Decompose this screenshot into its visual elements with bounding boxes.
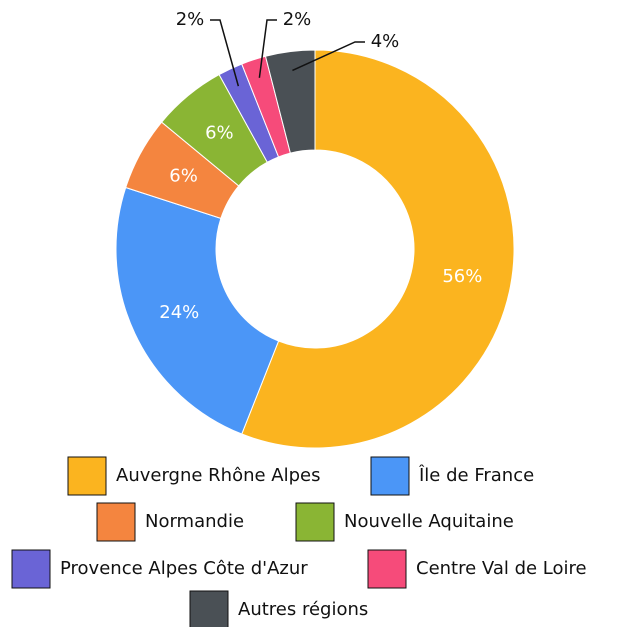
legend-label: Île de France xyxy=(418,464,534,486)
donut-segment xyxy=(264,49,316,154)
value-label: 4% xyxy=(371,31,400,52)
leader-line xyxy=(210,19,240,87)
legend-swatch xyxy=(295,502,335,542)
legend-label: Nouvelle Aquitaine xyxy=(344,511,514,532)
legend-swatch xyxy=(189,590,229,627)
legend-label: Normandie xyxy=(145,511,244,532)
legend-swatch xyxy=(367,549,407,589)
value-label: 2% xyxy=(176,9,205,30)
value-label: 6% xyxy=(169,166,198,187)
leader-line xyxy=(258,19,277,78)
donut-segment xyxy=(241,49,515,449)
value-label: 6% xyxy=(205,122,234,143)
value-label: 2% xyxy=(283,9,312,30)
donut-segment xyxy=(115,186,280,435)
value-label: 24% xyxy=(159,302,199,323)
value-label: 56% xyxy=(442,266,482,287)
legend-swatch xyxy=(67,456,107,496)
legend-swatch xyxy=(370,456,410,496)
legend-swatch xyxy=(96,502,136,542)
legend-swatch xyxy=(11,549,51,589)
legend-label: Auvergne Rhône Alpes xyxy=(116,465,321,486)
legend-label: Centre Val de Loire xyxy=(416,558,587,579)
legend-label: Autres régions xyxy=(238,599,368,620)
leader-line xyxy=(292,41,365,72)
legend-label: Provence Alpes Côte d'Azur xyxy=(60,558,308,579)
